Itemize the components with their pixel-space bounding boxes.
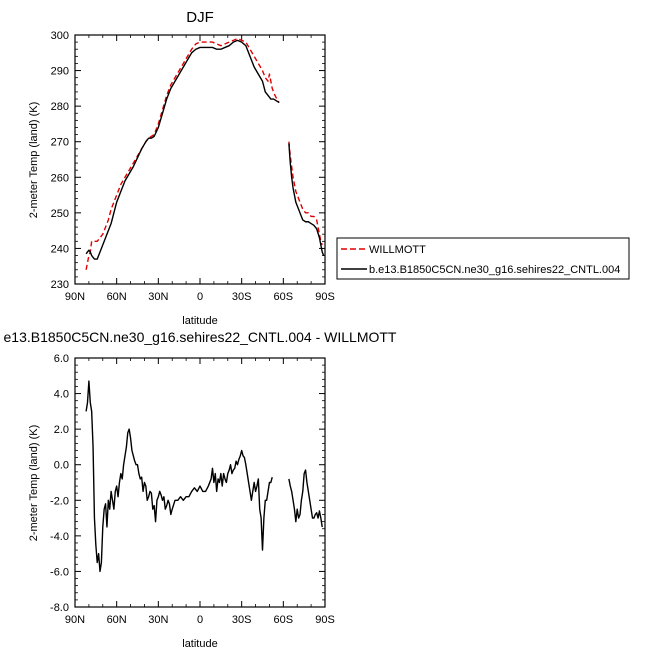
bottom-x-tick-label: 60S: [274, 614, 294, 626]
top-y-tick-label: 230: [51, 279, 69, 291]
top-series-0-segment-1: [288, 141, 323, 246]
top-x-tick-label: 90S: [315, 291, 335, 303]
top-y-tick-label: 240: [51, 243, 69, 255]
bottom-x-tick-label: 30N: [148, 614, 168, 626]
bottom-y-tick-label: -6.0: [50, 566, 69, 578]
bottom-series-lines: [85, 380, 323, 573]
top-panel: DJF 230 240 250 260 270 280 290 300 90N 60N 30N 0 3…: [28, 9, 335, 327]
top-chart-title: DJF: [186, 9, 214, 26]
bottom-y-tick-label: -8.0: [50, 602, 69, 614]
top-x-tick-label: 30S: [232, 291, 252, 303]
bottom-x-tick-label: 30S: [232, 614, 252, 626]
top-y-tick-label: 300: [51, 30, 69, 42]
top-y-ticks: 230 240 250 260 270 280 290 300: [51, 30, 325, 291]
top-y-tick-label: 270: [51, 137, 69, 149]
legend: WILLMOTT b.e13.B1850C5CN.ne30_g16.sehire…: [336, 237, 630, 280]
top-y-tick-label: 260: [51, 172, 69, 184]
bottom-x-tick-label: 60N: [107, 614, 127, 626]
bottom-chart-title: e13.B1850C5CN.ne30_g16.sehires22_CNTL.00…: [4, 329, 397, 345]
bottom-y-tick-label: -4.0: [50, 531, 69, 543]
bottom-x-axis-label: latitude: [182, 638, 217, 650]
legend-box: [336, 237, 630, 280]
top-y-tick-label: 290: [51, 66, 69, 78]
top-series-1-segment-1: [288, 143, 325, 256]
top-series-0-segment-0: [85, 37, 280, 270]
top-y-tick-label: 280: [51, 101, 69, 113]
legend-label-willmott: WILLMOTT: [369, 244, 426, 256]
bottom-series-0-segment-1: [288, 469, 323, 528]
bottom-y-tick-label: 2.0: [54, 424, 69, 436]
legend-label-model: b.e13.B1850C5CN.ne30_g16.sehires22_CNTL.…: [369, 264, 620, 276]
top-series-lines: [85, 37, 325, 270]
top-plot-frame: [74, 34, 326, 285]
top-x-ticks: 90N 60N 30N 0 30S 60S 90S: [65, 35, 335, 303]
bottom-plot-frame: [74, 357, 326, 608]
top-x-tick-label: 60N: [107, 291, 127, 303]
bottom-panel: e13.B1850C5CN.ne30_g16.sehires22_CNTL.00…: [4, 329, 397, 650]
bottom-series-0-segment-0: [85, 380, 273, 573]
bottom-x-ticks: 90N 60N 30N 0 30S 60S 90S: [65, 358, 335, 626]
bottom-x-tick-label: 0: [197, 614, 203, 626]
bottom-y-axis-label: 2-meter Temp (land) (K): [28, 425, 40, 542]
bottom-y-ticks: -8.0 -6.0 -4.0 -2.0 0.0 2.0 4.0 6.0: [50, 353, 325, 614]
bottom-x-tick-label: 90N: [65, 614, 85, 626]
bottom-x-tick-label: 90S: [315, 614, 335, 626]
bottom-y-tick-label: -2.0: [50, 495, 69, 507]
top-x-tick-label: 30N: [148, 291, 168, 303]
bottom-y-tick-label: 0.0: [54, 460, 69, 472]
bottom-y-tick-label: 6.0: [54, 353, 69, 365]
top-x-tick-label: 0: [197, 291, 203, 303]
top-x-tick-label: 60S: [274, 291, 294, 303]
top-y-tick-label: 250: [51, 208, 69, 220]
bottom-y-tick-label: 4.0: [54, 389, 69, 401]
top-series-1-segment-0: [85, 39, 280, 260]
top-x-axis-label: latitude: [182, 315, 217, 327]
top-y-axis-label: 2-meter Temp (land) (K): [28, 102, 40, 219]
top-x-tick-label: 90N: [65, 291, 85, 303]
